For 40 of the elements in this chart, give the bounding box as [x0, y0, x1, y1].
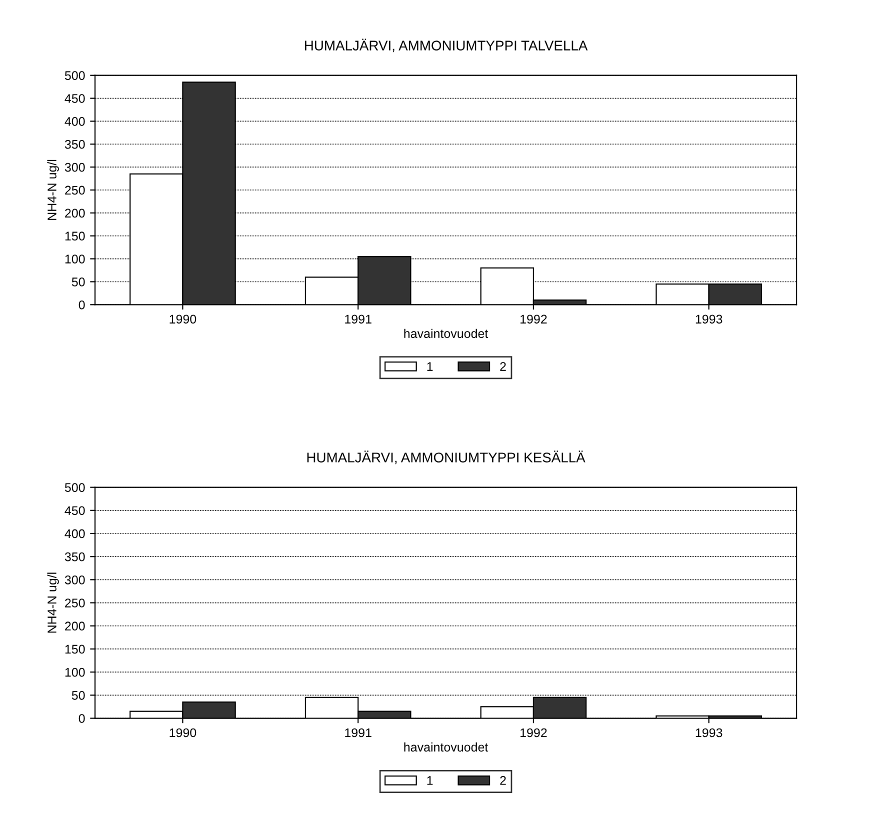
x-tick-label: 1993	[696, 728, 722, 738]
y-tick-label: 350	[64, 552, 85, 562]
y-tick-label: 350	[64, 140, 85, 149]
y-tick-label: 50	[72, 278, 85, 286]
x-tick-label: 1993	[696, 314, 722, 324]
legend-label: 2	[500, 776, 506, 785]
y-tick-label: 400	[64, 117, 85, 126]
chart-title: HUMALJÄRVI, AMMONIUMTYPPI TALVELLA	[305, 38, 588, 52]
y-tick-label: 500	[64, 483, 85, 492]
x-tick-label: 1990	[170, 728, 196, 738]
y-tick-label: 200	[65, 208, 85, 218]
x-axis-title: havaintovuodet	[404, 328, 488, 338]
y-tick-label: 300	[64, 575, 85, 584]
y-tick-label: 250	[65, 186, 85, 195]
x-tick-label: 1990	[170, 314, 196, 324]
y-tick-label: 50	[72, 690, 85, 700]
y-tick-label: 200	[65, 622, 85, 631]
y-tick-label: 0	[78, 300, 85, 310]
y-tick-label: 500	[64, 71, 85, 80]
y-tick-label: 250	[65, 598, 85, 608]
x-axis-title: havaintovuodet	[404, 742, 488, 752]
x-tick-label: 1991	[345, 314, 372, 324]
y-tick-label: 400	[64, 529, 85, 538]
y-tick-label: 100	[65, 254, 85, 264]
y-tick-label: 300	[64, 162, 85, 172]
legend-label: 1	[427, 776, 433, 785]
y-axis-title: NH4-N ug/l	[47, 160, 59, 220]
x-tick-label: 1992	[520, 314, 547, 324]
y-tick-label: 150	[65, 232, 85, 241]
chart-title: HUMALJÄRVI, AMMONIUMTYPPI KESÄLLÄ	[307, 450, 586, 464]
y-tick-label: 100	[65, 668, 85, 677]
y-tick-label: 150	[65, 644, 85, 654]
y-tick-label: 0	[78, 714, 85, 723]
y-tick-label: 450	[64, 506, 85, 516]
y-tick-label: 450	[64, 94, 85, 103]
y-axis-title: NH4-N ug/l	[47, 572, 59, 633]
legend-label: 1	[427, 362, 433, 371]
x-tick-label: 1991	[345, 728, 372, 738]
legend-label: 2	[500, 362, 506, 371]
x-tick-label: 1992	[520, 728, 547, 738]
